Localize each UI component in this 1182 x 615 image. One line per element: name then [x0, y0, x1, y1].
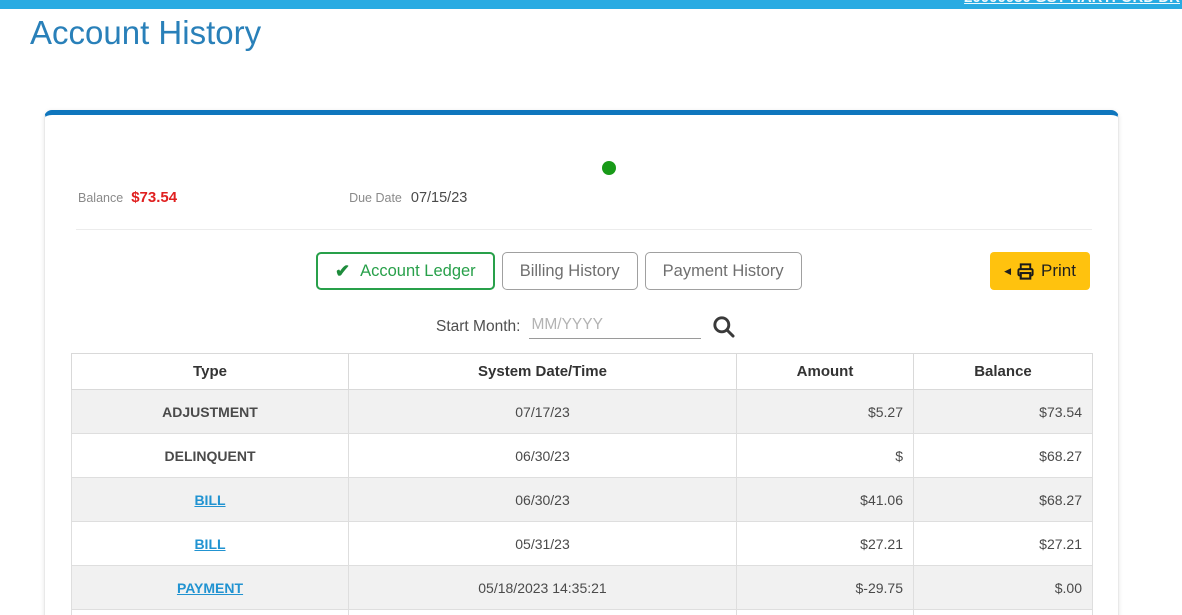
- tab-label: Account Ledger: [360, 261, 476, 280]
- status-dot: [602, 161, 616, 175]
- account-number-link[interactable]: 20000030 GST HARTFORD DR: [964, 0, 1180, 8]
- row-type-cell: ADJUSTMENT: [71, 389, 349, 434]
- print-button[interactable]: ◀ Print: [990, 252, 1090, 290]
- row-amount-cell: $-29.75: [736, 565, 914, 610]
- account-summary: Balance $73.54 Due Date 07/15/23: [78, 189, 467, 206]
- table-row: BILL 06/30/23 $41.06 $68.27: [71, 477, 1093, 522]
- section-divider: [76, 229, 1092, 230]
- row-type-cell: DELINQUENT: [71, 433, 349, 478]
- row-type-cell: BILL: [71, 521, 349, 566]
- row-balance-cell: [913, 609, 1093, 615]
- tab-billing-history[interactable]: Billing History: [501, 252, 638, 290]
- row-balance-cell: $68.27: [913, 477, 1093, 522]
- table-row: BILL 05/31/23 $27.21 $27.21: [71, 521, 1093, 566]
- table-row: PAYMENT: [71, 609, 1093, 615]
- due-date-label: Due Date: [349, 191, 402, 205]
- row-type-label: DELINQUENT: [164, 447, 256, 464]
- row-balance-cell: $73.54: [913, 389, 1093, 434]
- row-datetime-cell: 05/18/2023 14:35:21: [348, 565, 737, 610]
- row-datetime-cell: 06/30/23: [348, 477, 737, 522]
- caret-left-icon: ◀: [1004, 265, 1012, 276]
- row-amount-cell: $27.21: [736, 521, 914, 566]
- tab-payment-history[interactable]: Payment History: [644, 252, 802, 290]
- row-amount-cell: $5.27: [736, 389, 914, 434]
- table-row: ADJUSTMENT 07/17/23 $5.27 $73.54: [71, 389, 1093, 434]
- column-header-amount: Amount: [736, 353, 914, 390]
- row-amount-cell: $41.06: [736, 477, 914, 522]
- print-label: Print: [1041, 261, 1076, 280]
- row-datetime-cell: 07/17/23: [348, 389, 737, 434]
- table-header-row: Type System Date/Time Amount Balance: [71, 353, 1093, 390]
- row-type-cell: PAYMENT: [71, 565, 349, 610]
- row-datetime-cell: [348, 609, 737, 615]
- top-accent-bar: [0, 0, 1182, 9]
- page-title: Account History: [30, 14, 262, 51]
- row-amount-cell: [736, 609, 914, 615]
- row-datetime-cell: 06/30/23: [348, 433, 737, 478]
- history-tabs: ✔ Account Ledger Billing History Payment…: [316, 252, 802, 290]
- search-icon[interactable]: [710, 313, 737, 340]
- account-history-card: Balance $73.54 Due Date 07/15/23 ✔ Accou…: [44, 110, 1119, 615]
- table-body: ADJUSTMENT 07/17/23 $5.27 $73.54 DELINQUENT 0…: [71, 389, 1093, 615]
- column-header-type: Type: [71, 353, 349, 390]
- balance-value: $73.54: [131, 189, 178, 206]
- printer-icon: [1016, 262, 1035, 281]
- checkmark-icon: ✔: [335, 261, 351, 281]
- row-type-cell: BILL: [71, 477, 349, 522]
- row-balance-cell: $68.27: [913, 433, 1093, 478]
- row-type-link[interactable]: BILL: [194, 535, 226, 552]
- row-type-link[interactable]: BILL: [194, 491, 226, 508]
- tab-label: Payment History: [662, 261, 784, 280]
- table-row: PAYMENT 05/18/2023 14:35:21 $-29.75 $.00: [71, 565, 1093, 610]
- tab-account-ledger[interactable]: ✔ Account Ledger: [316, 252, 495, 290]
- column-header-balance: Balance: [913, 353, 1093, 390]
- start-month-filter: Start Month:: [436, 313, 737, 340]
- due-date-value: 07/15/23: [410, 190, 468, 206]
- row-type-label: ADJUSTMENT: [162, 403, 258, 420]
- table-row: DELINQUENT 06/30/23 $ $68.27: [71, 433, 1093, 478]
- row-balance-cell: $.00: [913, 565, 1093, 610]
- tab-label: Billing History: [519, 261, 620, 280]
- row-type-link[interactable]: PAYMENT: [176, 579, 244, 596]
- column-header-datetime: System Date/Time: [348, 353, 737, 390]
- row-balance-cell: $27.21: [913, 521, 1093, 566]
- row-amount-cell: $: [736, 433, 914, 478]
- row-type-cell: PAYMENT: [71, 609, 349, 615]
- start-month-input[interactable]: [529, 314, 702, 339]
- start-month-label: Start Month:: [436, 317, 521, 335]
- row-datetime-cell: 05/31/23: [348, 521, 737, 566]
- ledger-table: Type System Date/Time Amount Balance ADJ…: [71, 353, 1093, 615]
- balance-label: Balance: [78, 191, 124, 205]
